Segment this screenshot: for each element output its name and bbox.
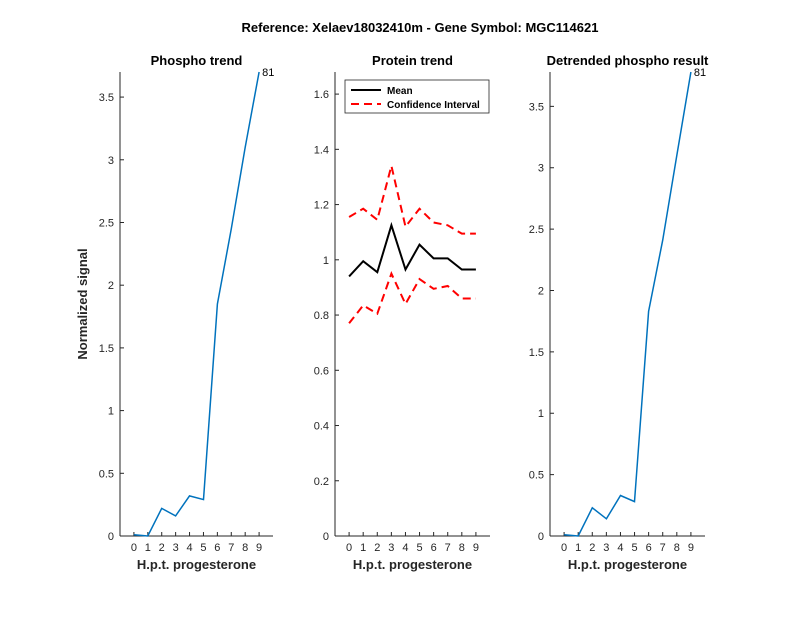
- y-tick-label: 0.2: [314, 476, 329, 488]
- panel-title: Detrended phospho result: [547, 53, 709, 68]
- x-axis-label: H.p.t. progesterone: [353, 557, 472, 572]
- y-tick-label: 0: [108, 531, 114, 543]
- y-tick-label: 0.5: [529, 470, 544, 482]
- x-tick-label: 2: [159, 542, 165, 554]
- y-tick-label: 3: [538, 163, 544, 175]
- x-tick-label: 2: [589, 542, 595, 554]
- y-axis-label: Normalized signal: [75, 248, 90, 359]
- y-tick-label: 0.6: [314, 365, 329, 377]
- legend: Mean Confidence Interval: [344, 79, 490, 114]
- y-tick-label: 2: [108, 280, 114, 292]
- y-tick-label: 1.6: [314, 89, 329, 101]
- x-tick-label: 5: [631, 542, 637, 554]
- x-tick-label: 3: [388, 542, 394, 554]
- y-tick-label: 0.4: [314, 421, 329, 433]
- x-tick-label: 8: [674, 542, 680, 554]
- y-tick-label: 1: [538, 408, 544, 420]
- x-tick-label: 4: [402, 542, 408, 554]
- y-tick-label: 1: [108, 406, 114, 418]
- y-tick-label: 2: [538, 285, 544, 297]
- y-tick-label: 3: [108, 155, 114, 167]
- series-line: [564, 71, 692, 537]
- end-point-label: 81: [694, 67, 706, 79]
- panel-title: Protein trend: [372, 53, 453, 68]
- panel-title: Phospho trend: [151, 53, 243, 68]
- x-tick-label: 6: [646, 542, 652, 554]
- y-tick-label: 0: [323, 531, 329, 543]
- x-tick-label: 7: [660, 542, 666, 554]
- x-tick-label: 8: [459, 542, 465, 554]
- x-tick-label: 5: [416, 542, 422, 554]
- x-tick-label: 5: [200, 542, 206, 554]
- y-tick-label: 2.5: [99, 217, 114, 229]
- y-tick-label: 0.5: [99, 468, 114, 480]
- y-tick-label: 1.4: [314, 144, 329, 156]
- x-tick-label: 6: [431, 542, 437, 554]
- x-tick-label: 2: [374, 542, 380, 554]
- series-line: [348, 165, 476, 235]
- series-line: [133, 71, 260, 537]
- legend-label: Confidence Interval: [387, 100, 480, 111]
- x-tick-label: 4: [186, 542, 192, 554]
- x-tick-label: 9: [256, 542, 262, 554]
- y-tick-label: 1.2: [314, 200, 329, 212]
- x-tick-label: 9: [688, 542, 694, 554]
- y-tick-label: 3.5: [99, 92, 114, 104]
- x-tick-label: 4: [617, 542, 623, 554]
- legend-box: [344, 79, 490, 114]
- x-tick-label: 9: [473, 542, 479, 554]
- y-tick-label: 3.5: [529, 101, 544, 113]
- x-tick-label: 7: [228, 542, 234, 554]
- x-tick-label: 1: [575, 542, 581, 554]
- x-tick-label: 0: [346, 542, 352, 554]
- y-tick-label: 1: [323, 255, 329, 267]
- y-tick-label: 0.8: [314, 310, 329, 322]
- y-tick-label: 2.5: [529, 224, 544, 236]
- x-axis-label: H.p.t. progesterone: [568, 557, 687, 572]
- series-line: [348, 221, 476, 278]
- x-tick-label: 0: [561, 542, 567, 554]
- y-tick-label: 0: [538, 531, 544, 543]
- x-tick-label: 1: [145, 542, 151, 554]
- x-tick-label: 3: [603, 542, 609, 554]
- x-axis-label: H.p.t. progesterone: [137, 557, 256, 572]
- legend-label: Mean: [387, 86, 413, 97]
- x-tick-label: 1: [360, 542, 366, 554]
- x-tick-label: 3: [173, 542, 179, 554]
- y-tick-label: 1.5: [529, 347, 544, 359]
- x-tick-label: 7: [445, 542, 451, 554]
- end-point-label: 81: [262, 67, 274, 79]
- x-tick-label: 0: [131, 542, 137, 554]
- figure-title: Reference: Xelaev18032410m - Gene Symbol…: [242, 20, 599, 35]
- x-tick-label: 6: [214, 542, 220, 554]
- series-line: [348, 270, 476, 324]
- x-tick-label: 8: [242, 542, 248, 554]
- y-tick-label: 1.5: [99, 343, 114, 355]
